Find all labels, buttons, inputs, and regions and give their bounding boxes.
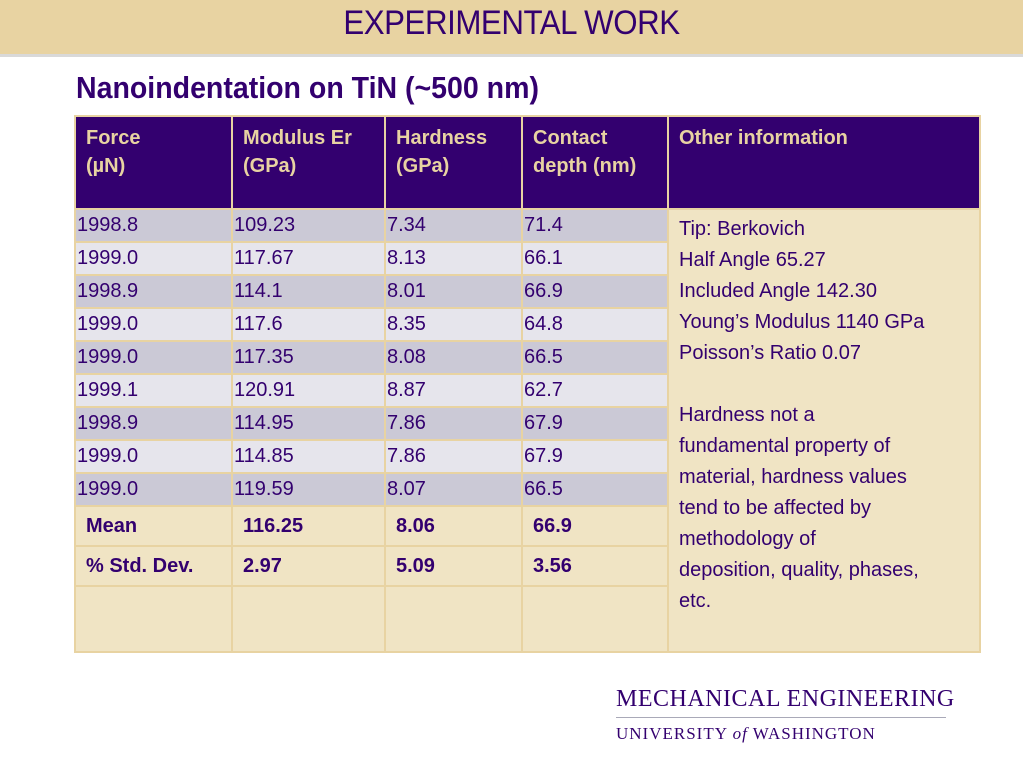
table-row: 1998.8 109.23 7.34 71.4 Tip: Berkovich H… xyxy=(74,208,981,653)
title-banner: EXPERIMENTAL WORK xyxy=(0,0,1023,57)
note-line: etc. xyxy=(679,590,712,612)
table-row: 1999.0 117.35 8.08 66.5 xyxy=(74,340,980,375)
cell-hardness: 8.07 xyxy=(384,472,523,507)
mean-hardness: 8.06 xyxy=(384,505,523,547)
cell-hardness: 8.13 xyxy=(384,241,523,276)
header-contact-depth: Contact depth (nm) xyxy=(521,115,669,210)
cell-force: 1999.0 xyxy=(74,439,233,474)
header-hardness: Hardness (GPa) xyxy=(384,115,523,210)
cell-contact-depth: 67.9 xyxy=(521,439,669,474)
cell-modulus: 114.95 xyxy=(231,406,386,441)
note-line: fundamental property of xyxy=(679,435,891,457)
cell-force: 1998.8 xyxy=(74,208,233,243)
university-logo: MECHANICAL ENGINEERING UNIVERSITY of WAS… xyxy=(616,686,955,744)
cell-contact-depth: 67.9 xyxy=(521,406,669,441)
cell-force: 1998.9 xyxy=(74,406,233,441)
cell-contact-depth: 66.5 xyxy=(521,472,669,507)
table-row: 1999.0 117.67 8.13 66.1 xyxy=(74,241,980,276)
cell-modulus: 120.91 xyxy=(231,373,386,408)
table-row: 1998.9 114.1 8.01 66.9 xyxy=(74,274,980,309)
logo-divider xyxy=(616,717,946,718)
info-line: Poisson’s Ratio 0.07 xyxy=(679,342,861,364)
cell-contact-depth: 66.9 xyxy=(521,274,669,309)
cell-contact-depth: 71.4 xyxy=(521,208,669,243)
slide-title: EXPERIMENTAL WORK xyxy=(343,4,680,42)
header-force: Force (µN) xyxy=(74,115,233,210)
note-line: deposition, quality, phases, xyxy=(679,559,919,581)
cell-modulus: 109.23 xyxy=(231,208,386,243)
cell-hardness: 8.08 xyxy=(384,340,523,375)
cell-hardness: 8.35 xyxy=(384,307,523,342)
cell-contact-depth: 62.7 xyxy=(521,373,669,408)
std-dev-row: % Std. Dev. 2.97 5.09 3.56 xyxy=(74,545,980,587)
mean-modulus: 116.25 xyxy=(231,505,386,547)
table-row: 1999.1 120.91 8.87 62.7 xyxy=(74,373,980,408)
note-line: material, hardness values xyxy=(679,466,907,488)
cell-modulus: 119.59 xyxy=(231,472,386,507)
nanoindentation-table: Force (µN) Modulus Er (GPa) Hardness (GPa) … xyxy=(74,115,981,653)
cell-modulus: 114.85 xyxy=(231,439,386,474)
cell-modulus: 117.67 xyxy=(231,241,386,276)
slide-subtitle: Nanoindentation on TiN (~500 nm) xyxy=(76,70,539,105)
cell-force: 1999.0 xyxy=(74,472,233,507)
cell-contact-depth: 66.5 xyxy=(521,340,669,375)
info-line: Included Angle 142.30 xyxy=(679,280,877,302)
other-information-cell: Tip: Berkovich Half Angle 65.27 Included… xyxy=(667,208,981,653)
cell-force: 1998.9 xyxy=(74,274,233,309)
empty-row xyxy=(74,585,980,653)
university-name: UNIVERSITY of WASHINGTON xyxy=(616,724,876,743)
table-row: 1999.0 117.6 8.35 64.8 xyxy=(74,307,980,342)
mean-row: Mean 116.25 8.06 66.9 xyxy=(74,505,980,547)
cell-force: 1999.0 xyxy=(74,340,233,375)
cell-hardness: 8.87 xyxy=(384,373,523,408)
header-row: Force (µN) Modulus Er (GPa) Hardness (GPa) … xyxy=(74,115,981,210)
mean-contact-depth: 66.9 xyxy=(521,505,669,547)
table-row: 1999.0 119.59 8.07 66.5 xyxy=(74,472,980,507)
cell-hardness: 7.86 xyxy=(384,406,523,441)
std-dev-contact-depth: 3.56 xyxy=(521,545,669,587)
cell-contact-depth: 66.1 xyxy=(521,241,669,276)
info-line: Half Angle 65.27 xyxy=(679,249,826,271)
table-row: 1998.9 114.95 7.86 67.9 xyxy=(74,406,980,441)
cell-hardness: 7.86 xyxy=(384,439,523,474)
cell-modulus: 114.1 xyxy=(231,274,386,309)
header-other-information: Other information xyxy=(667,115,981,210)
table-row: 1999.0 114.85 7.86 67.9 xyxy=(74,439,980,474)
std-dev-hardness: 5.09 xyxy=(384,545,523,587)
cell-force: 1999.0 xyxy=(74,307,233,342)
cell-contact-depth: 64.8 xyxy=(521,307,669,342)
cell-hardness: 8.01 xyxy=(384,274,523,309)
note-line: tend to be affected by xyxy=(679,497,872,519)
header-modulus: Modulus Er (GPa) xyxy=(231,115,386,210)
std-dev-label: % Std. Dev. xyxy=(74,545,233,587)
cell-modulus: 117.35 xyxy=(231,340,386,375)
note-line: methodology of xyxy=(679,528,816,550)
std-dev-modulus: 2.97 xyxy=(231,545,386,587)
mean-label: Mean xyxy=(74,505,233,547)
cell-modulus: 117.6 xyxy=(231,307,386,342)
cell-force: 1999.1 xyxy=(74,373,233,408)
note-line: Hardness not a xyxy=(679,404,815,426)
department-name: MECHANICAL ENGINEERING xyxy=(616,686,955,712)
cell-force: 1999.0 xyxy=(74,241,233,276)
info-line: Tip: Berkovich xyxy=(679,218,805,240)
cell-hardness: 7.34 xyxy=(384,208,523,243)
info-line: Young’s Modulus 1140 GPa xyxy=(679,311,925,333)
